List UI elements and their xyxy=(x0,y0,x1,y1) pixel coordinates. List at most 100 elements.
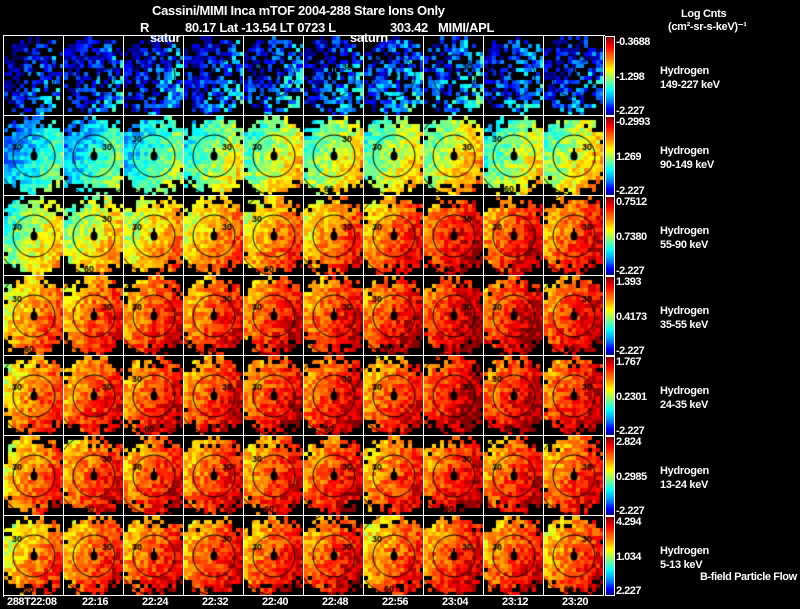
image-panel xyxy=(484,516,544,596)
image-panel xyxy=(124,356,184,436)
image-panel xyxy=(544,116,604,196)
colorbar-max-label: 0.7512 xyxy=(616,196,647,208)
image-panel xyxy=(424,116,484,196)
ena-image xyxy=(484,356,543,435)
info-org: MIMI/APL xyxy=(438,20,495,35)
image-panel xyxy=(364,196,424,276)
row-species-label: Hydrogen xyxy=(660,65,709,77)
image-panel xyxy=(4,356,64,436)
ena-image xyxy=(424,116,483,195)
ena-image xyxy=(64,196,123,275)
image-panel xyxy=(244,196,304,276)
colorbar xyxy=(605,516,615,596)
info-l-value: 303.42 xyxy=(390,20,428,35)
ena-image xyxy=(64,516,123,595)
colorbar xyxy=(605,196,615,276)
image-panel xyxy=(4,436,64,516)
image-panel xyxy=(364,436,424,516)
ena-image xyxy=(304,276,363,355)
ena-image xyxy=(64,436,123,515)
colorbar-min-label: -2.227 xyxy=(616,105,645,117)
image-panel xyxy=(184,276,244,356)
row-energy-label: 24-35 keV xyxy=(660,399,709,411)
ena-image xyxy=(64,276,123,355)
ena-image xyxy=(64,36,123,115)
ena-image xyxy=(124,196,183,275)
colorbar-max-label: -0.3688 xyxy=(616,36,650,48)
colorbar-mid-label: 1.034 xyxy=(616,551,642,563)
colorbar-min-label: -2.227 xyxy=(616,345,645,357)
overlay-saturn-mid: saturn xyxy=(350,30,388,45)
image-panel xyxy=(544,276,604,356)
image-panel xyxy=(184,356,244,436)
ena-image xyxy=(364,196,423,275)
units-line2: (cm²-sr-s-keV)⁻¹ xyxy=(668,21,747,33)
image-panel xyxy=(124,436,184,516)
image-panel xyxy=(64,276,124,356)
image-grid xyxy=(4,36,604,596)
image-panel xyxy=(184,116,244,196)
ena-image xyxy=(184,516,243,595)
row-energy-label: 13-24 keV xyxy=(660,479,709,491)
time-tick-label: 22:32 xyxy=(202,596,229,608)
colorbar-min-label: 2.227 xyxy=(616,585,642,597)
time-tick-label: 23:04 xyxy=(442,596,469,608)
ena-image xyxy=(484,196,543,275)
image-panel xyxy=(4,516,64,596)
ena-image xyxy=(304,356,363,435)
overlay-saturn-left: satur xyxy=(150,30,181,45)
ena-image xyxy=(544,356,603,435)
image-panel xyxy=(4,116,64,196)
image-panel xyxy=(184,516,244,596)
ena-image xyxy=(244,196,303,275)
row-species-label: Hydrogen xyxy=(660,545,709,557)
image-panel xyxy=(64,356,124,436)
ena-image xyxy=(184,116,243,195)
colorbar-mid-label: 0.2301 xyxy=(616,391,647,403)
image-panel xyxy=(4,276,64,356)
image-panel xyxy=(484,356,544,436)
ena-image xyxy=(4,356,63,435)
time-tick-label: 22:48 xyxy=(322,596,349,608)
ena-image xyxy=(424,356,483,435)
colorbar-max-label: -0.2993 xyxy=(616,116,650,128)
ena-image xyxy=(4,36,63,115)
image-panel xyxy=(124,36,184,116)
image-panel xyxy=(364,356,424,436)
image-panel xyxy=(304,356,364,436)
row-species-label: Hydrogen xyxy=(660,305,709,317)
image-panel xyxy=(124,196,184,276)
ena-image xyxy=(544,116,603,195)
ena-image xyxy=(244,116,303,195)
ena-image xyxy=(184,436,243,515)
image-panel xyxy=(244,516,304,596)
colorbar-mid-label: 1.269 xyxy=(616,151,642,163)
image-panel xyxy=(64,436,124,516)
ena-image xyxy=(424,36,483,115)
units-line1: Log Cnts xyxy=(681,8,727,20)
info-position: 80.17 Lat -13.54 LT 0723 L xyxy=(185,20,336,35)
ena-image xyxy=(184,36,243,115)
row-energy-label: 55-90 keV xyxy=(660,239,709,251)
time-tick-label: 22:40 xyxy=(262,596,289,608)
image-panel xyxy=(304,276,364,356)
ena-image xyxy=(484,36,543,115)
colorbar-mid-label: 0.7380 xyxy=(616,231,647,243)
image-panel xyxy=(64,196,124,276)
ena-image xyxy=(544,436,603,515)
image-panel xyxy=(484,276,544,356)
ena-image xyxy=(4,196,63,275)
image-panel xyxy=(4,36,64,116)
plot-title: Cassini/MIMI Inca mTOF 2004-288 Stare Io… xyxy=(152,3,445,18)
ena-image xyxy=(124,36,183,115)
colorbar-min-label: -2.227 xyxy=(616,505,645,517)
image-panel xyxy=(244,436,304,516)
image-panel xyxy=(184,436,244,516)
image-panel xyxy=(184,196,244,276)
image-panel xyxy=(544,356,604,436)
ena-image xyxy=(184,276,243,355)
image-panel xyxy=(484,196,544,276)
colorbar xyxy=(605,276,615,356)
ena-image xyxy=(424,276,483,355)
ena-image xyxy=(484,436,543,515)
